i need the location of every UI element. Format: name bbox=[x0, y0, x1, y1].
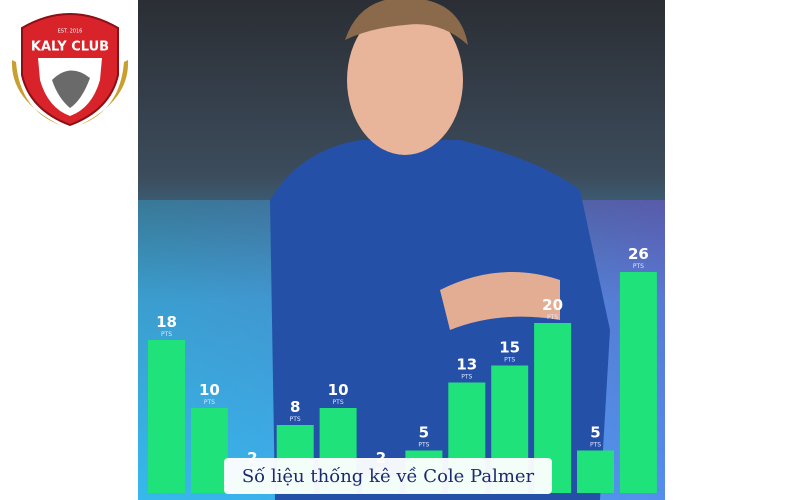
value-label: 13 bbox=[456, 356, 477, 374]
unit-label: PTS bbox=[590, 442, 601, 449]
logo-est: EST. 2016 bbox=[58, 29, 83, 35]
caption: Số liệu thống kê về Cole Palmer bbox=[242, 466, 535, 487]
value-label: 26 bbox=[628, 245, 649, 263]
value-label: 20 bbox=[542, 296, 563, 314]
value-label: 8 bbox=[290, 398, 300, 416]
logo: KALY CLUB EST. 2016 bbox=[11, 13, 129, 127]
unit-label: PTS bbox=[333, 399, 344, 406]
unit-label: PTS bbox=[504, 357, 515, 364]
unit-label: PTS bbox=[418, 442, 429, 449]
value-label: 5 bbox=[419, 424, 429, 442]
bar bbox=[577, 450, 614, 493]
value-label: 10 bbox=[328, 381, 349, 399]
unit-label: PTS bbox=[633, 263, 644, 270]
value-label: 18 bbox=[156, 313, 177, 331]
unit-label: PTS bbox=[290, 416, 301, 423]
value-label: 15 bbox=[499, 339, 520, 357]
value-label: 10 bbox=[199, 381, 220, 399]
bar bbox=[190, 408, 228, 493]
value-label: 5 bbox=[590, 424, 600, 442]
unit-label: PTS bbox=[204, 399, 215, 406]
unit-label: PTS bbox=[161, 331, 172, 338]
bar bbox=[619, 272, 657, 493]
unit-label: PTS bbox=[461, 374, 472, 381]
unit-label: PTS bbox=[547, 314, 558, 321]
caption-box: Số liệu thống kê về Cole Palmer bbox=[224, 458, 552, 494]
bar bbox=[148, 340, 185, 493]
logo-name: KALY CLUB bbox=[31, 40, 109, 55]
